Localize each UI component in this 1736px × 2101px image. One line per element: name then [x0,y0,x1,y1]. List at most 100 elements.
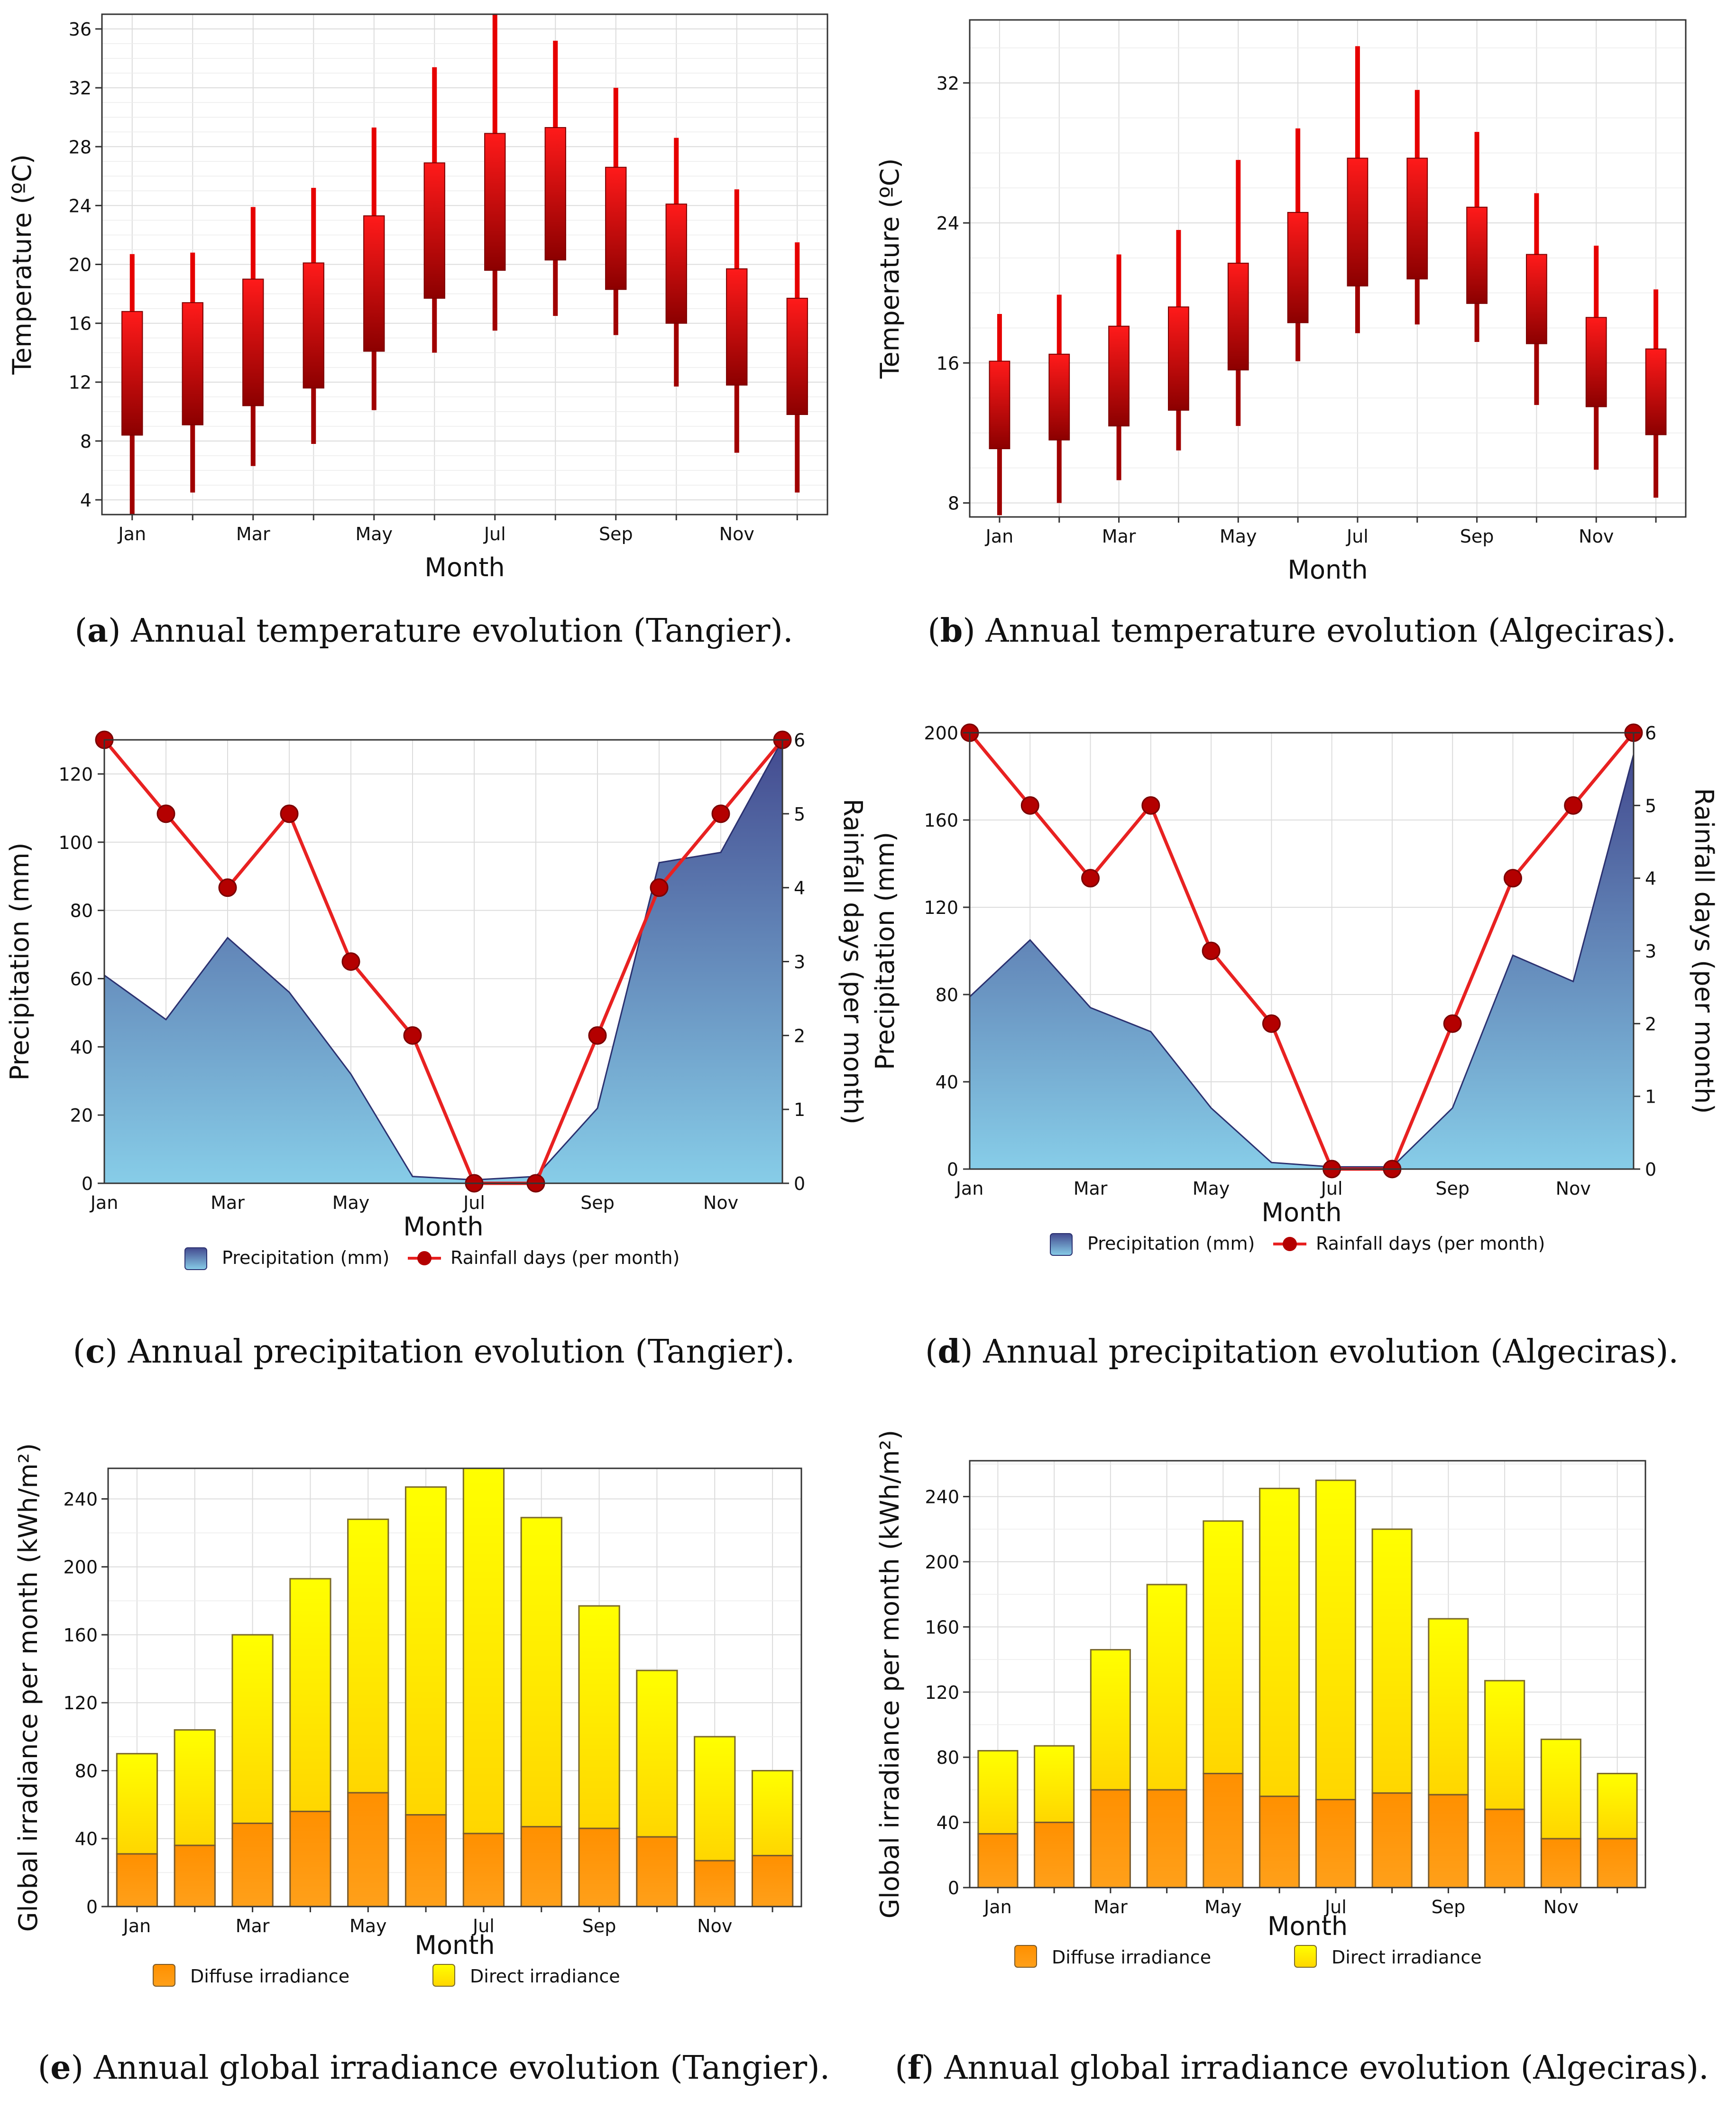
bar-diffuse [578,1827,620,1907]
bar-diffuse [1484,1808,1525,1889]
legend-label-direct: Direct irradiance [1332,1947,1482,1968]
candle-body [1108,325,1130,427]
y-tick-label: 60 [70,968,93,989]
y-tick-label: 0 [948,1878,959,1898]
bar-diffuse [1090,1789,1131,1889]
y2-axis-title: Rainfall days (per month) [1689,788,1719,1114]
y-tick-label: 0 [86,1897,98,1917]
y-tick-label: 240 [925,1487,959,1508]
bar-direct [636,1669,678,1838]
candle-body [363,215,385,352]
y-tick-label: 40 [936,1072,958,1093]
y2-tick-label: 5 [794,804,805,825]
bar-direct [520,1517,562,1828]
panel-d: 0 40 80 120 160 200 0 1 2 3 4 5 6 Jan Mar May Jul Sep Nov M… [868,688,1736,1399]
bar-direct [116,1753,158,1855]
y-tick-label: 200 [63,1557,98,1578]
y-tick-label: 24 [937,213,959,234]
chart-temperature-algeciras: 8 16 24 32 Jan Mar May Jul Sep Nov Month Temperatur… [875,19,1687,585]
plot-area [970,1461,1645,1888]
x-tick-label: Jan [955,1178,984,1199]
y-tick-label: 80 [70,901,93,921]
panel-a: 4 8 12 16 20 24 28 32 36 Jan Mar May Jul Sep Nov Month T… [0,0,868,673]
rainfall-days-point [1141,796,1160,815]
panel-b: 8 16 24 32 Jan Mar May Jul Sep Nov Month Temperatur… [868,0,1736,673]
bar-direct [347,1518,389,1794]
x-tick-label: May [1220,526,1257,547]
rainfall-days-line [103,738,784,1185]
y2-tick-label: 3 [794,952,805,973]
candle-body [1645,348,1667,435]
plot-frame [969,1460,1646,1889]
bar-diffuse [1259,1796,1300,1889]
legend-label-diffuse: Diffuse irradiance [1052,1947,1211,1968]
y-tick-label: 40 [937,1813,959,1834]
chart-temperature-tangier: 4 8 12 16 20 24 28 32 36 Jan Mar May Jul Sep Nov Month T… [7,13,828,582]
y2-tick-label: 4 [794,878,805,899]
x-tick-label: Jul [472,1916,495,1936]
x-tick-label: Jul [1320,1178,1343,1199]
candle-body [1466,206,1488,304]
candle-body [726,268,748,386]
legend-label-rainfall: Rainfall days (per month) [1316,1233,1545,1254]
legend-swatch-marker [1283,1237,1297,1251]
y2-tick-label: 6 [1645,723,1656,744]
candle-body [484,133,506,271]
bar-diffuse [116,1853,158,1907]
candle-body [665,203,687,324]
x-tick-label: Nov [1543,1897,1579,1917]
bar-direct [1315,1479,1356,1801]
x-tick-label: Sep [1432,1897,1466,1917]
y-tick-label: 80 [936,985,958,1005]
y-axis-title: Precipitation (mm) [870,832,900,1070]
x-tick-label: May [1204,1897,1242,1917]
x-axis-title: Month [403,1212,483,1242]
bar-direct [174,1729,216,1846]
bar-diffuse [1371,1792,1413,1889]
y-tick-label: 4 [80,490,92,511]
y-tick-label: 16 [937,353,959,374]
caption-a: (a) Annual temperature evolution (Tangie… [74,612,793,650]
candle-body [1168,306,1189,411]
x-tick-label: Sep [580,1192,615,1213]
y-axis-title: Global irradiance per month (kWh/m²) [875,1430,905,1918]
bar-direct [404,1486,447,1816]
x-tick-label: May [349,1916,387,1936]
y-tick-label: 160 [924,810,958,831]
x-tick-label: Mar [1093,1897,1128,1917]
caption-d: (d) Annual precipitation evolution (Alge… [925,1333,1679,1371]
panel-c: 0 20 40 60 80 100 120 0 1 2 3 4 5 6 Jan Mar May Jul Sep Nov… [0,688,868,1399]
rainfall-days-point [588,1026,607,1045]
rainfall-days-point [280,804,299,823]
candle-body [1347,157,1369,286]
bar-diffuse [404,1814,447,1907]
bar-diffuse [1315,1799,1356,1889]
y-tick-label: 120 [58,764,93,785]
chart-irradiance-algeciras: 0 40 80 120 160 200 240 Jan Mar May Jul Sep Nov Month… [875,1430,1646,1968]
bar-diffuse [289,1810,331,1907]
candle-body [121,311,143,436]
y-axis-title: Precipitation (mm) [5,842,35,1080]
bar-diffuse [751,1855,794,1907]
legend-swatch-precipitation [184,1247,207,1270]
bar-direct [694,1736,736,1861]
y-tick-label: 0 [947,1159,958,1180]
legend-swatch-direct [432,1964,455,1987]
rainfall-days-point [1202,941,1221,960]
bar-direct [1090,1649,1131,1791]
plot-area [108,1468,801,1907]
legend-swatch-marker [417,1251,432,1265]
bar-direct [1597,1773,1638,1840]
x-tick-label: Mar [236,1916,270,1936]
chart-precipitation-tangier: 0 20 40 60 80 100 120 0 1 2 3 4 5 6 Jan Mar May Jul Sep Nov… [5,730,868,1270]
bar-direct [1146,1584,1187,1791]
y-axis-title: Global irradiance per month (kWh/m²) [13,1443,43,1932]
bar-direct [1540,1738,1581,1840]
y2-tick-label: 3 [1645,941,1656,962]
x-tick-label: Sep [599,524,633,544]
x-tick-label: May [332,1192,370,1213]
y2-tick-label: 6 [794,730,805,751]
y2-tick-label: 2 [794,1025,805,1046]
y-tick-label: 24 [69,195,92,216]
x-axis-title: Month [1261,1198,1341,1227]
